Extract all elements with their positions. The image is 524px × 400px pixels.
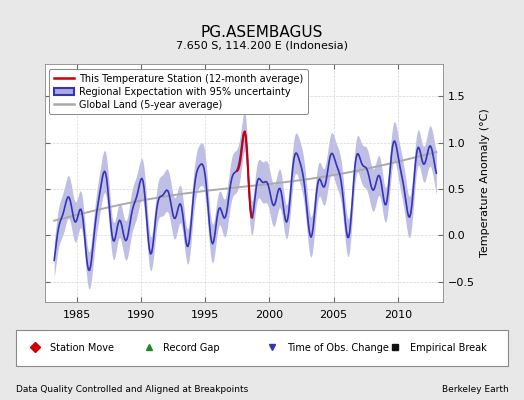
Y-axis label: Temperature Anomaly (°C): Temperature Anomaly (°C)	[480, 109, 490, 257]
Legend: This Temperature Station (12-month average), Regional Expectation with 95% uncer: This Temperature Station (12-month avera…	[49, 69, 308, 114]
Text: Berkeley Earth: Berkeley Earth	[442, 385, 508, 394]
Text: 1990: 1990	[127, 310, 155, 320]
Text: 7.650 S, 114.200 E (Indonesia): 7.650 S, 114.200 E (Indonesia)	[176, 40, 348, 50]
Text: 1985: 1985	[62, 310, 91, 320]
Text: Record Gap: Record Gap	[163, 343, 220, 353]
Text: 2010: 2010	[384, 310, 412, 320]
Text: Time of Obs. Change: Time of Obs. Change	[287, 343, 388, 353]
Text: 1995: 1995	[191, 310, 219, 320]
Text: Data Quality Controlled and Aligned at Breakpoints: Data Quality Controlled and Aligned at B…	[16, 385, 248, 394]
Text: Empirical Break: Empirical Break	[410, 343, 486, 353]
Text: Station Move: Station Move	[50, 343, 114, 353]
Text: 2005: 2005	[320, 310, 347, 320]
Text: PG.ASEMBAGUS: PG.ASEMBAGUS	[201, 25, 323, 40]
Text: 2000: 2000	[255, 310, 283, 320]
